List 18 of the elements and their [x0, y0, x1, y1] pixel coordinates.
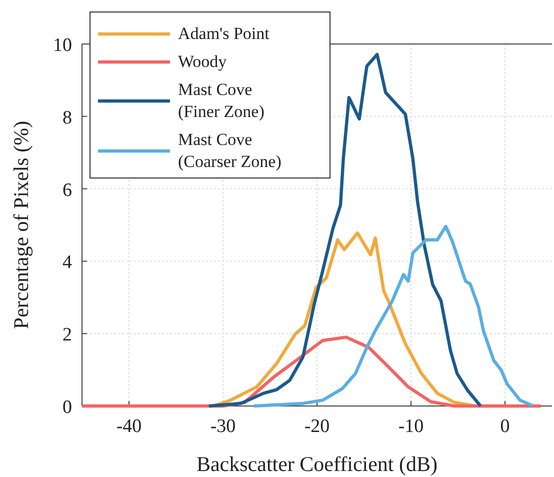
legend-label: Adam's Point	[178, 24, 270, 43]
x-tick-label: -30	[210, 416, 236, 437]
x-axis-title: Backscatter Coefficient (dB)	[196, 452, 438, 476]
y-tick-label: 10	[53, 35, 72, 56]
legend-label: Mast Cove (Coarser Zone)	[178, 130, 282, 171]
x-tick-label: -10	[398, 416, 424, 437]
y-tick-label: 6	[62, 180, 72, 201]
x-tick-label: 0	[500, 416, 510, 437]
y-axis-title: Percentage of Pixels (%)	[9, 120, 33, 330]
legend-label: Mast Cove (Finer Zone)	[178, 80, 264, 121]
x-tick-label: -20	[304, 416, 330, 437]
x-tick-label: -40	[116, 416, 142, 437]
line-series	[252, 224, 535, 408]
y-tick-label: 8	[62, 107, 72, 128]
y-tick-label: 4	[62, 252, 72, 274]
legend-label: Woody	[178, 52, 228, 71]
y-tick-label: 2	[62, 324, 72, 346]
y-tick-label: 0	[62, 397, 72, 418]
